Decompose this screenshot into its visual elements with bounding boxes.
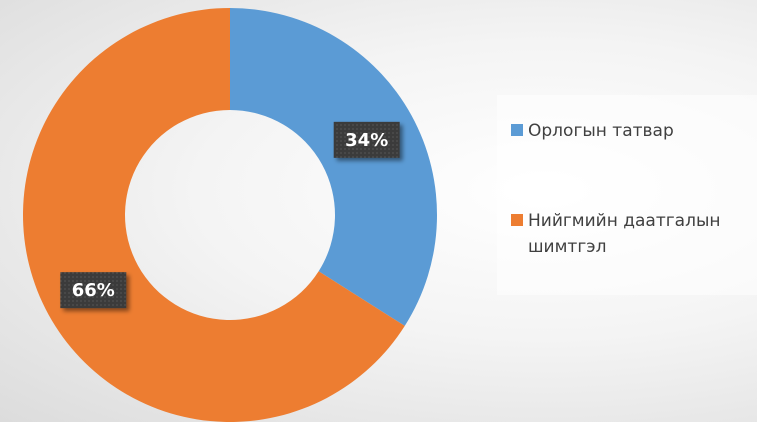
legend-label: Нийгмийн даатгалын шимтгэл (528, 211, 721, 257)
value-label: 34% (345, 130, 388, 151)
value-label-box (333, 121, 400, 158)
value-label-box (60, 272, 127, 309)
legend-swatch (511, 124, 523, 136)
legend-label: Орлогын татвар (528, 121, 674, 141)
slice (22, 8, 405, 422)
legend-swatch (511, 214, 523, 226)
legend-box (497, 95, 757, 295)
slice (230, 8, 437, 326)
value-label: 66% (72, 280, 115, 301)
